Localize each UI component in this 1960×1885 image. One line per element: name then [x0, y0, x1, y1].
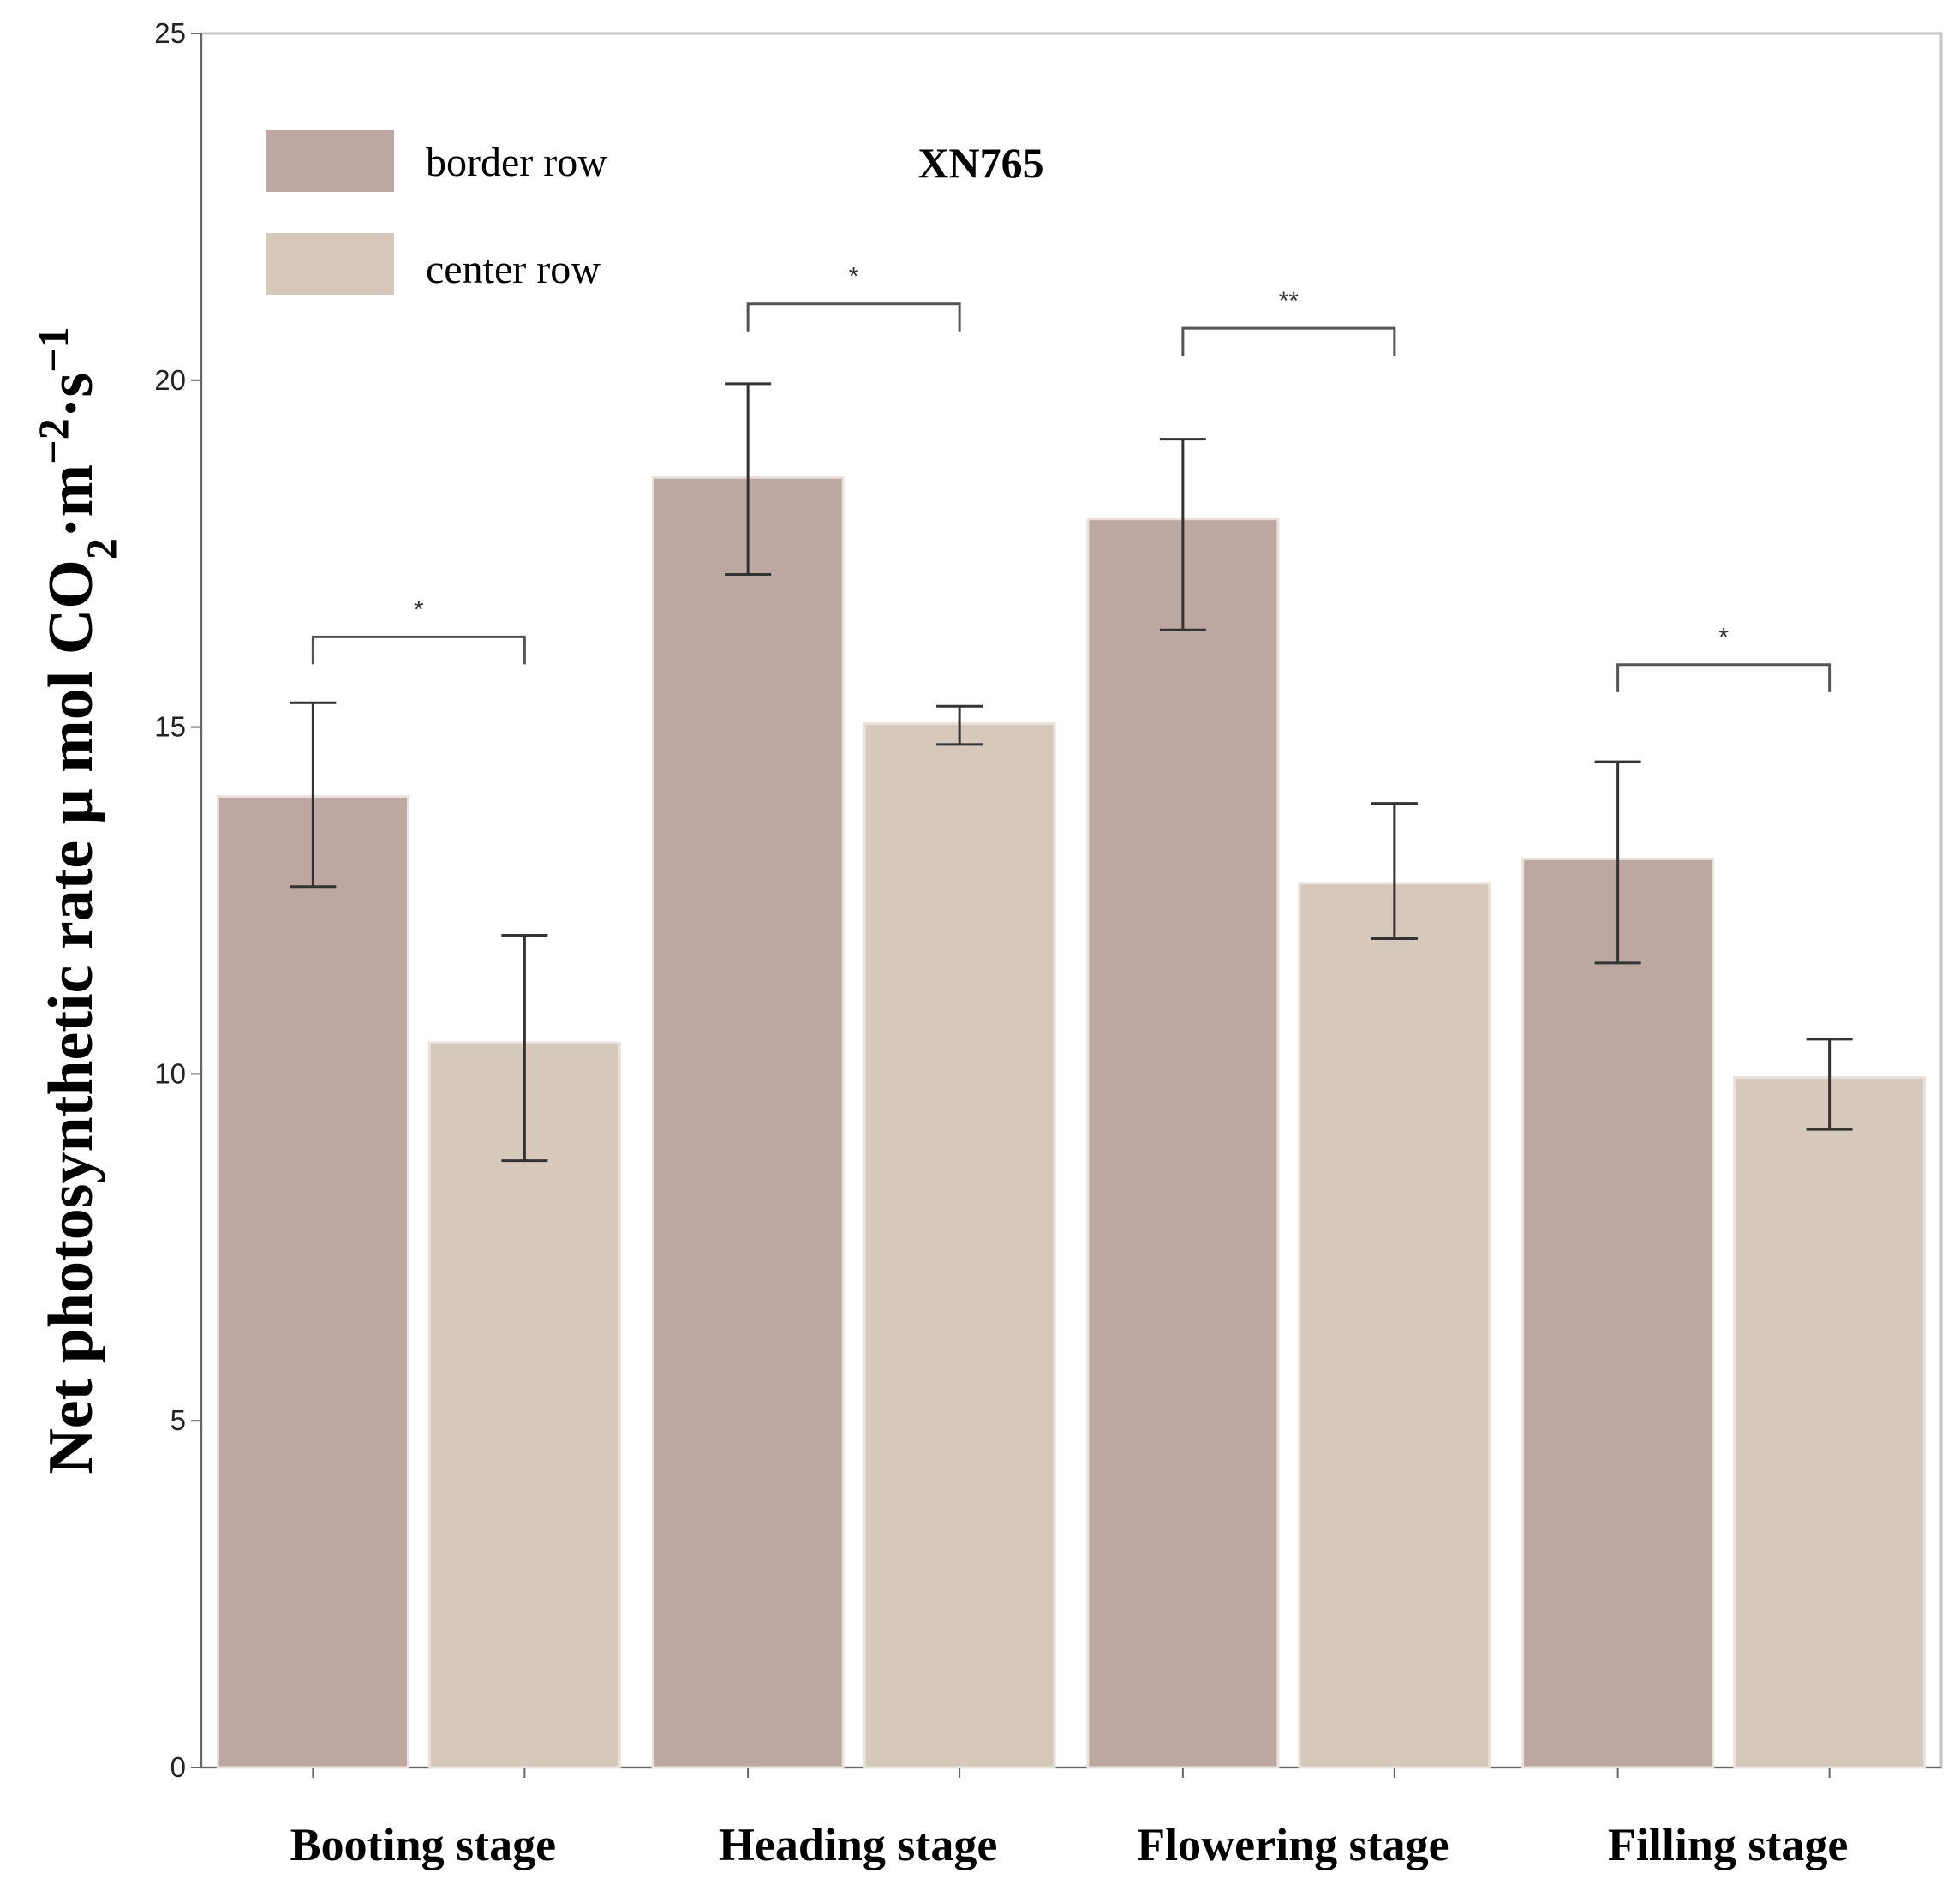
bar-border-1 — [651, 476, 845, 1769]
y-axis-title-sub: 2 — [77, 538, 125, 560]
significance-brackets: ***** — [311, 263, 1832, 692]
y-axis-title-tail: ·s — [36, 373, 106, 418]
y-axis-title-mid: ·m — [36, 464, 106, 538]
x-axis-labels: Booting stage Heading stage Flowering stag… — [290, 1768, 1849, 1870]
bar-border-3 — [1521, 857, 1715, 1769]
legend-label-border-row: border row — [426, 140, 607, 185]
bar-border-0 — [216, 795, 409, 1769]
chart-title: XN765 — [917, 139, 1043, 187]
x-category-label-2: Flowering stage — [1137, 1819, 1449, 1870]
significance-label-1: * — [849, 263, 859, 291]
significance-label-2: ** — [1279, 287, 1300, 315]
y-tick-label-3: 15 — [154, 711, 186, 743]
bar-center-2 — [1298, 882, 1491, 1769]
error-bars-group — [290, 382, 1853, 1163]
legend-label-center-row: center row — [426, 247, 601, 292]
significance-bracket-0 — [311, 635, 526, 665]
bar-center-1 — [863, 722, 1056, 1769]
significance-label-0: * — [414, 595, 424, 624]
bar-border-2 — [1086, 518, 1280, 1769]
y-axis-title-sup2: −1 — [29, 326, 77, 373]
y-axis-title-main: Net photosynthetic rate μ mol CO — [36, 560, 106, 1475]
y-axis-ticks: 0 5 10 15 20 25 — [154, 17, 201, 1783]
legend-swatch-border-row — [266, 130, 394, 192]
legend-swatch-center-row — [266, 233, 394, 295]
significance-label-3: * — [1718, 624, 1729, 652]
significance-bracket-2 — [1181, 326, 1396, 356]
y-tick-label-1: 5 — [170, 1404, 186, 1436]
legend: border row center row — [266, 130, 607, 295]
y-tick-label-4: 20 — [154, 364, 186, 396]
x-category-label-1: Heading stage — [719, 1819, 998, 1870]
y-tick-label-5: 25 — [154, 17, 186, 49]
bar-center-3 — [1733, 1075, 1927, 1769]
y-axis-title: Net photosynthetic rate μ mol CO2·m−2·s−… — [29, 326, 125, 1474]
significance-bracket-1 — [746, 302, 961, 332]
x-category-label-3: Filling stage — [1608, 1819, 1849, 1870]
y-tick-label-2: 10 — [154, 1057, 186, 1089]
bars-group — [216, 476, 1927, 1769]
significance-bracket-3 — [1616, 663, 1832, 692]
y-axis-title-sup1: −2 — [29, 418, 77, 464]
x-category-label-0: Booting stage — [290, 1819, 557, 1870]
y-tick-label-0: 0 — [170, 1751, 186, 1783]
